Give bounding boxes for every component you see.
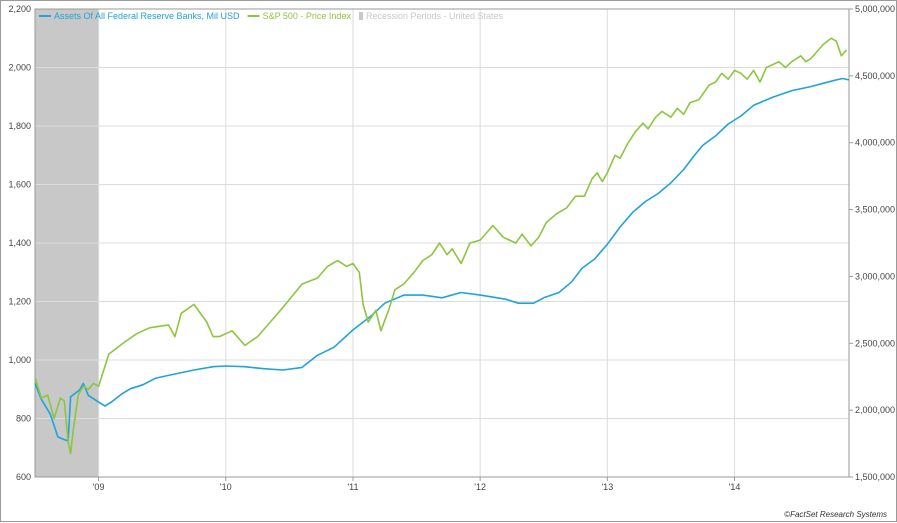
x-tick-label: '09 (93, 482, 105, 492)
x-tick-label: '14 (729, 482, 741, 492)
sp500-line (34, 37, 848, 455)
legend-label: Recession Periods - United States (366, 11, 504, 21)
y-right-tick-label: 4,000,000 (855, 138, 895, 148)
y-left-tick-label: 2,000 (8, 63, 31, 73)
credit-text: ©FactSet Research Systems (784, 510, 887, 519)
y-right-tick-label: 1,500,000 (855, 472, 895, 482)
y-right-tick-label: 4,500,000 (855, 71, 895, 81)
fed-assets-line (34, 77, 850, 442)
y-left-tick-label: 800 (16, 414, 31, 424)
y-left-tick-label: 1,600 (8, 180, 31, 190)
x-tick-label: '13 (601, 482, 613, 492)
y-left-tick-label: 600 (16, 472, 31, 482)
x-tick-label: '11 (347, 482, 358, 492)
y-left-tick-label: 1,400 (8, 238, 31, 248)
legend-swatch (358, 12, 363, 20)
y-right-tick-label: 5,000,000 (855, 4, 895, 14)
y-left-tick-label: 2,200 (8, 4, 31, 14)
plot-border (34, 8, 850, 478)
y-right-tick-label: 3,000,000 (855, 271, 895, 281)
y-left-tick-label: 1,200 (8, 297, 31, 307)
legend-label: S&P 500 - Price Index (263, 11, 352, 21)
x-tick-label: '10 (220, 482, 232, 492)
y-right-tick-label: 3,500,000 (855, 205, 895, 215)
y-left-tick-label: 1,000 (8, 355, 31, 365)
y-right-tick-label: 2,500,000 (855, 338, 895, 348)
y-left-tick-label: 1,800 (8, 121, 31, 131)
legend-label: Assets Of All Federal Reserve Banks, Mil… (54, 11, 240, 21)
y-right-tick-label: 2,000,000 (855, 405, 895, 415)
x-tick-label: '12 (474, 482, 486, 492)
